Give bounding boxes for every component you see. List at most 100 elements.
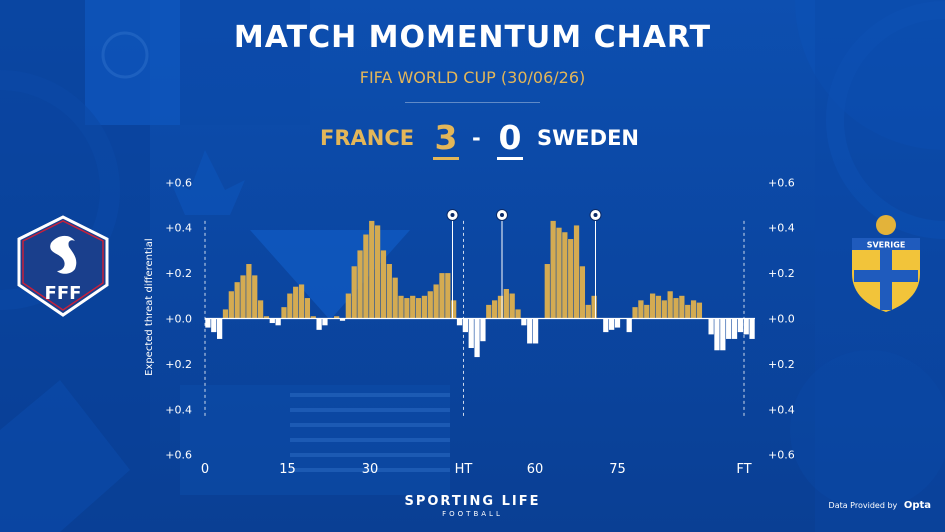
y-tick-label-right: +0.2 (768, 358, 795, 371)
x-tick-label: 0 (201, 462, 209, 477)
away-momentum-bar (603, 318, 609, 333)
away-momentum-bar (339, 318, 346, 321)
home-momentum-bar (351, 266, 357, 319)
home-momentum-bar (696, 302, 703, 319)
home-momentum-bar (415, 298, 422, 319)
home-momentum-bar (544, 264, 550, 319)
away-score-underline (497, 157, 523, 160)
opta-logo: Opta (903, 500, 931, 511)
home-momentum-bar (445, 273, 451, 319)
away-momentum-bar (532, 318, 539, 344)
home-momentum-bar (421, 295, 428, 319)
home-momentum-bar (380, 250, 387, 319)
home-momentum-bar (369, 220, 375, 319)
home-momentum-bar (550, 220, 556, 319)
home-momentum-bar (263, 316, 270, 319)
home-momentum-bar (246, 264, 252, 319)
y-tick-label-left: +0.4 (165, 403, 192, 416)
home-momentum-bar (334, 316, 340, 319)
away-momentum-bar (462, 318, 468, 333)
y-tick-label-right: +0.4 (768, 403, 795, 416)
away-momentum-bar (726, 318, 732, 339)
brand-logo: SPORTING LIFE (404, 494, 541, 509)
home-momentum-bar (386, 264, 392, 319)
home-score: 3 (434, 118, 458, 157)
away-momentum-bar (626, 318, 632, 333)
x-tick-label: 30 (362, 462, 379, 477)
y-axis-title: Expected threat differential (144, 238, 155, 376)
home-momentum-bar (556, 227, 562, 319)
y-tick-label-right: +0.4 (768, 222, 795, 235)
home-momentum-bar (573, 225, 580, 319)
away-momentum-bar (474, 318, 480, 358)
away-momentum-bar (720, 318, 726, 351)
goal-ball-icon-center (500, 213, 504, 217)
away-momentum-bar (743, 318, 749, 335)
away-momentum-bar (217, 318, 223, 339)
home-momentum-bar (585, 304, 591, 319)
y-tick-label-left: +0.4 (165, 222, 192, 235)
y-tick-label-right: +0.2 (768, 267, 795, 280)
away-score: 0 (498, 118, 522, 157)
home-momentum-bar (515, 309, 521, 319)
data-credit-prefix: Data Provided by (828, 501, 898, 510)
home-momentum-bar (310, 316, 316, 319)
home-momentum-bar (427, 291, 433, 319)
home-momentum-bar (357, 250, 363, 319)
home-score-underline (433, 157, 459, 160)
x-tick-label: 15 (279, 462, 296, 477)
home-momentum-bar (228, 291, 234, 319)
x-tick-label: 75 (609, 462, 626, 477)
away-team-name: SWEDEN (537, 126, 639, 150)
home-momentum-bar (410, 295, 416, 319)
home-team-name: FRANCE (320, 126, 415, 150)
score-separator: - (472, 126, 481, 150)
data-credit: Data Provided by Opta (829, 500, 931, 511)
away-momentum-bar (211, 318, 217, 333)
home-momentum-bar (392, 277, 398, 319)
home-momentum-bar (492, 300, 498, 319)
home-momentum-bar (562, 232, 568, 319)
goal-ball-icon-center (593, 213, 598, 217)
home-momentum-bar (509, 293, 515, 319)
home-momentum-bar (632, 307, 638, 319)
goal-ball-icon-center (450, 213, 455, 217)
away-momentum-bar (527, 318, 533, 344)
chart-subtitle: FIFA WORLD CUP (30/06/26) (359, 68, 586, 87)
header-divider (405, 102, 540, 103)
home-momentum-bar (673, 298, 679, 319)
away-momentum-bar (614, 318, 621, 328)
away-momentum-bar (749, 318, 755, 339)
home-momentum-bar (486, 304, 492, 319)
home-momentum-bar (579, 266, 586, 319)
y-tick-label-left: +0.0 (165, 313, 192, 326)
home-momentum-bar (667, 291, 673, 319)
home-momentum-bar (281, 307, 287, 319)
home-momentum-bar (649, 293, 656, 319)
home-momentum-bar (661, 300, 667, 319)
home-momentum-bar (222, 309, 229, 319)
y-tick-label-left: +0.6 (165, 449, 192, 462)
away-momentum-bar (316, 318, 322, 330)
home-momentum-bar (398, 295, 404, 319)
away-momentum-bar (275, 318, 281, 326)
home-momentum-bar (591, 295, 597, 319)
home-momentum-bar (345, 293, 351, 319)
away-momentum-bar (708, 318, 714, 335)
home-momentum-bar (298, 284, 305, 319)
away-momentum-bar (269, 318, 275, 324)
home-momentum-bar (240, 275, 246, 319)
away-momentum-bar (737, 318, 743, 333)
home-momentum-bar (287, 293, 293, 319)
away-momentum-bar (521, 318, 527, 326)
home-momentum-bar (503, 288, 509, 319)
home-momentum-bar (433, 284, 439, 319)
y-tick-label-left: +0.2 (165, 358, 192, 371)
y-tick-label-left: +0.6 (165, 176, 192, 189)
home-momentum-bar (644, 304, 650, 319)
away-momentum-bar (731, 318, 738, 339)
home-momentum-bar (363, 234, 369, 319)
x-tick-label: HT (455, 462, 473, 477)
